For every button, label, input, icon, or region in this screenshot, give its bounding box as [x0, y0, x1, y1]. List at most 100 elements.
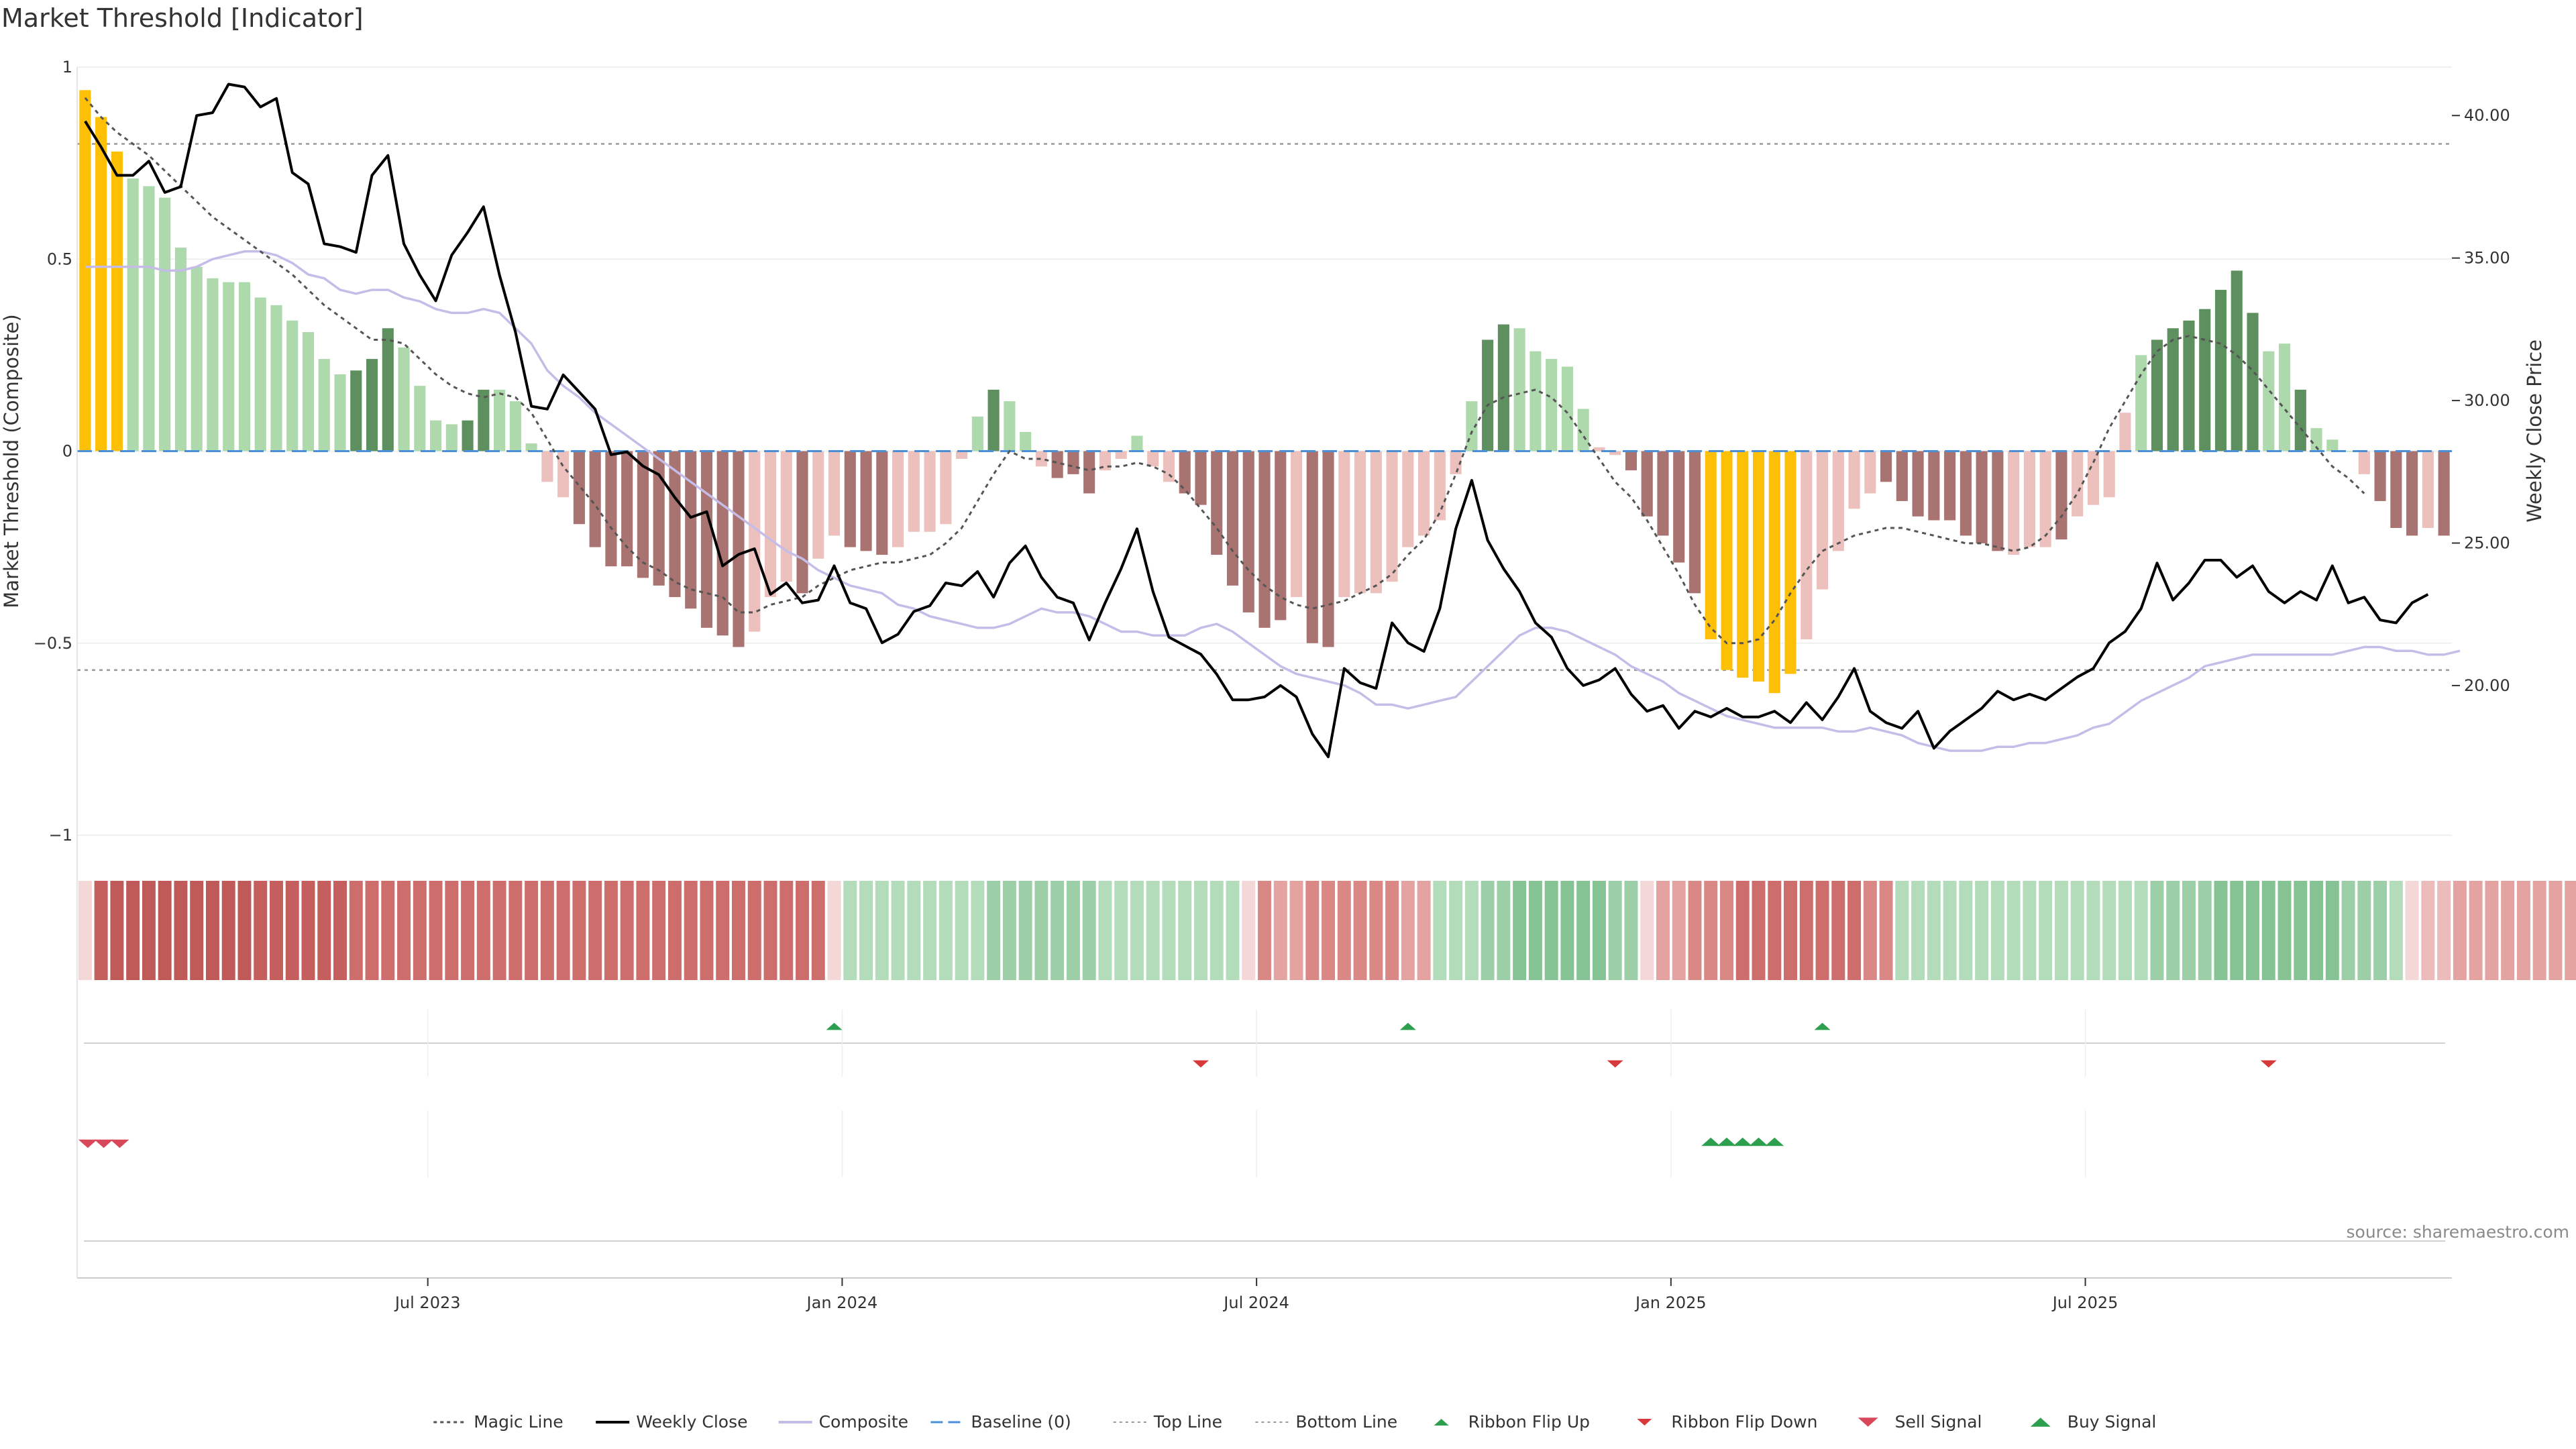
bar-30 [557, 451, 570, 498]
bar-53 [924, 451, 936, 532]
legend-item-3: Baseline (0) [930, 1412, 1071, 1432]
ribbon-cell-65 [1114, 881, 1128, 980]
left-y-axis: 1 0.5 0 −0.5 −1 Market Threshold (Composite) [0, 58, 78, 845]
bar-97 [1625, 451, 1637, 471]
bar-8 [207, 278, 219, 451]
ribbon-cell-124 [2054, 881, 2068, 980]
bar-39 [700, 451, 713, 628]
legend-label-0: Magic Line [474, 1412, 564, 1432]
bar-20 [398, 347, 410, 451]
ribbon-cell-59 [1018, 881, 1032, 980]
bar-43 [764, 451, 777, 598]
ribbon-cell-136 [2246, 881, 2259, 980]
bar-125 [2072, 451, 2084, 517]
y-tick-label-2: 0 [62, 442, 72, 461]
ribbon-cell-101 [1688, 881, 1702, 980]
magic-line [84, 97, 2365, 645]
ribbon-cell-90 [1513, 881, 1527, 980]
x-tick-label-1: Jan 2024 [806, 1293, 878, 1312]
bar-73 [1242, 451, 1254, 612]
bar-63 [1083, 451, 1095, 494]
ribbon-cell-144 [2373, 881, 2387, 980]
bar-76 [1290, 451, 1303, 598]
bar-69 [1179, 451, 1191, 494]
ribbon-cell-54 [938, 881, 953, 980]
bar-84 [1418, 451, 1430, 536]
x-axis: Jul 2023 Jan 2024 Jul 2024 Jan 2025 Jul 2025 [76, 67, 2452, 1312]
ribbon-cell-112 [1863, 881, 1877, 980]
bar-28 [525, 443, 537, 451]
bar-127 [2103, 451, 2115, 498]
ribbon-cell-75 [1273, 881, 1287, 980]
bar-119 [1976, 451, 1988, 543]
bar-1 [95, 117, 107, 451]
bar-85 [1434, 451, 1446, 521]
bar-122 [2023, 451, 2035, 547]
legend-swatch-8 [1858, 1417, 1878, 1427]
bar-111 [1848, 451, 1860, 509]
legend-swatch-9 [2030, 1417, 2051, 1427]
bar-6 [174, 248, 186, 451]
bar-65 [1115, 451, 1127, 459]
ribbon-cell-25 [476, 881, 490, 980]
bar-138 [2278, 343, 2291, 451]
ribbon-cell-127 [2102, 881, 2116, 980]
ribbon-cell-125 [2070, 881, 2084, 980]
bar-2 [111, 151, 123, 451]
ribbon-cell-111 [1847, 881, 1862, 980]
bar-128 [2119, 413, 2131, 451]
ribbon-cell-139 [2294, 881, 2308, 980]
ribbon-cell-21 [413, 881, 427, 980]
bar-75 [1275, 451, 1287, 621]
ribbon-cell-47 [827, 881, 841, 980]
bar-36 [653, 451, 665, 586]
ribbon-cell-50 [875, 881, 889, 980]
bar-134 [2214, 290, 2227, 451]
bar-16 [334, 374, 346, 451]
ribbon-cell-36 [652, 881, 666, 980]
bar-114 [1896, 451, 1908, 501]
ribbon-cell-142 [2341, 881, 2355, 980]
ribbon-cell-23 [445, 881, 459, 980]
buy-signal-marker-102 [1701, 1137, 1721, 1146]
ribbon-cell-143 [2357, 881, 2371, 980]
bar-15 [318, 359, 330, 451]
bar-22 [430, 420, 442, 451]
bar-13 [286, 320, 299, 451]
ribbon-cell-98 [1640, 881, 1654, 980]
y2-tick-label-3: 25.00 [2464, 534, 2510, 553]
ribbon-cell-107 [1784, 881, 1798, 980]
ribbon-cell-42 [747, 881, 761, 980]
ribbon-cell-73 [1242, 881, 1256, 980]
bar-5 [159, 197, 171, 451]
bar-94 [1577, 409, 1589, 451]
ribbon-cell-33 [604, 881, 618, 980]
ribbon-cell-151 [2485, 881, 2499, 980]
bar-107 [1784, 451, 1796, 674]
ribbon-cell-60 [1034, 881, 1049, 980]
ribbon-cell-128 [2118, 881, 2132, 980]
ribbon-cell-72 [1226, 881, 1240, 980]
bar-91 [1529, 351, 1542, 451]
ribbon-cell-44 [780, 881, 794, 980]
bar-133 [2199, 309, 2211, 451]
bar-44 [780, 451, 792, 582]
ribbon-cell-115 [1911, 881, 1925, 980]
ribbon-cell-97 [1624, 881, 1638, 980]
ribbon-cell-120 [1990, 881, 2004, 980]
x-tick-label-4: Jul 2025 [2051, 1293, 2118, 1312]
ribbon-flip-up-marker-109 [1814, 1022, 1831, 1030]
ribbon-cell-7 [190, 881, 204, 980]
bar-57 [987, 389, 1000, 451]
ribbon-cell-40 [716, 881, 730, 980]
ribbon-cell-48 [843, 881, 857, 980]
bar-135 [2231, 270, 2243, 451]
ribbon-cell-46 [811, 881, 825, 980]
ribbon-cell-110 [1831, 881, 1845, 980]
ribbon-cell-116 [1927, 881, 1941, 980]
ribbon-cell-83 [1401, 881, 1415, 980]
bar-71 [1211, 451, 1223, 555]
bar-105 [1752, 451, 1765, 682]
bar-143 [2358, 451, 2370, 474]
bar-4 [143, 186, 155, 451]
